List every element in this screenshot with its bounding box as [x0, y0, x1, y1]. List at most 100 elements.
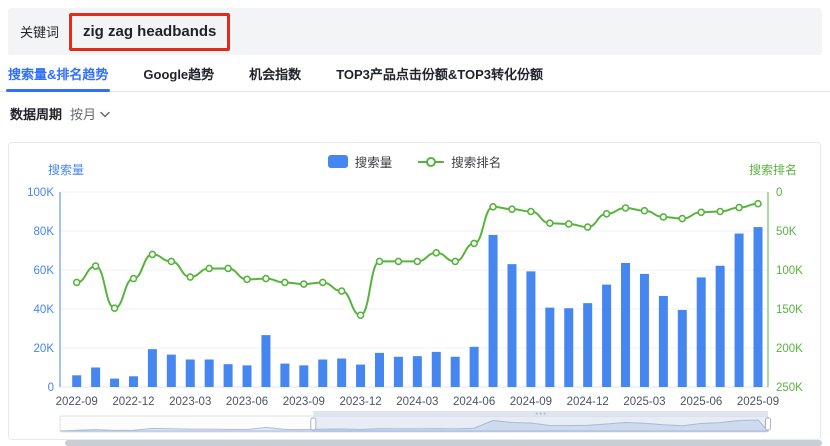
- bar-2023-05[interactable]: [223, 364, 233, 387]
- rank-point-2022-09[interactable]: [72, 278, 81, 287]
- bar-2022-09[interactable]: [72, 375, 82, 387]
- bar-legend-swatch: [327, 155, 348, 168]
- rank-point-2024-09[interactable]: [527, 207, 535, 216]
- rank-point-2023-07[interactable]: [262, 274, 270, 283]
- rank-point-2023-10[interactable]: [318, 278, 327, 287]
- tab-0[interactable]: 搜索量&排名趋势: [6, 60, 111, 92]
- svg-text:20K: 20K: [34, 343, 55, 355]
- bar-2024-02[interactable]: [393, 356, 403, 387]
- bar-2025-02[interactable]: [621, 262, 631, 387]
- bar-2024-12[interactable]: [583, 303, 593, 387]
- rank-point-2025-01[interactable]: [602, 210, 611, 218]
- bar-2025-01[interactable]: [602, 284, 612, 387]
- rank-point-2023-05[interactable]: [224, 264, 232, 273]
- rank-point-2024-01[interactable]: [375, 257, 384, 266]
- rank-point-2023-04[interactable]: [205, 264, 213, 273]
- rank-point-2022-11[interactable]: [110, 304, 119, 313]
- horizontal-scrollbar[interactable]: [65, 440, 822, 446]
- bar-2023-03[interactable]: [185, 359, 195, 387]
- legend-label: 搜索量: [354, 156, 393, 170]
- rank-point-2025-06[interactable]: [697, 208, 706, 217]
- data-period-select[interactable]: 按月: [70, 104, 110, 123]
- bar-2024-07[interactable]: [488, 234, 498, 387]
- bar-2024-04[interactable]: [431, 351, 441, 387]
- tab-3[interactable]: TOP3产品点击份额&TOP3转化份额: [336, 67, 544, 82]
- datazoom-right-handle[interactable]: [765, 417, 771, 431]
- bar-2024-08[interactable]: [507, 264, 517, 387]
- rank-point-2023-06[interactable]: [243, 275, 251, 284]
- rank-point-2023-01[interactable]: [148, 250, 157, 259]
- tab-2[interactable]: 机会指数: [249, 67, 302, 82]
- bar-2023-07[interactable]: [261, 335, 271, 387]
- svg-text:2024-06: 2024-06: [453, 396, 495, 408]
- bar-2025-08[interactable]: [734, 233, 744, 387]
- svg-text:2023-03: 2023-03: [169, 396, 211, 408]
- bar-2025-03[interactable]: [639, 273, 649, 387]
- bar-2024-10[interactable]: [545, 307, 555, 387]
- bar-2024-06[interactable]: [469, 346, 479, 387]
- rank-point-2022-10[interactable]: [91, 262, 100, 270]
- line-legend-marker: [418, 156, 445, 167]
- bar-2022-11[interactable]: [110, 378, 120, 387]
- bar-2023-06[interactable]: [242, 365, 252, 387]
- svg-text:100K: 100K: [776, 265, 803, 277]
- legend-item-line[interactable]: 搜索排名: [418, 152, 501, 171]
- rank-point-2023-12[interactable]: [356, 311, 365, 320]
- svg-text:0: 0: [48, 382, 54, 394]
- rank-point-2023-09[interactable]: [299, 280, 308, 288]
- bar-2022-10[interactable]: [91, 367, 101, 388]
- rank-point-2023-08[interactable]: [281, 278, 289, 287]
- tab-1[interactable]: Google趋势: [143, 67, 215, 82]
- rank-point-2024-11[interactable]: [564, 220, 573, 228]
- rank-point-2024-10[interactable]: [546, 219, 554, 227]
- rank-point-2025-08[interactable]: [735, 203, 743, 212]
- rank-point-2022-12[interactable]: [129, 274, 138, 283]
- bar-2023-12[interactable]: [356, 364, 366, 387]
- rank-point-2025-02[interactable]: [621, 204, 630, 212]
- bar-2024-03[interactable]: [412, 356, 422, 387]
- datazoom-selected-window[interactable]: [313, 411, 768, 432]
- bar-2023-01[interactable]: [147, 349, 157, 387]
- rank-point-2024-12[interactable]: [583, 223, 592, 231]
- rank-point-2023-02[interactable]: [167, 257, 176, 266]
- bar-2023-09[interactable]: [299, 365, 309, 387]
- bar-2023-02[interactable]: [166, 354, 176, 387]
- rank-point-2024-07[interactable]: [489, 203, 497, 211]
- bar-2023-10[interactable]: [318, 359, 328, 387]
- legend-item-bar[interactable]: 搜索量: [327, 152, 393, 171]
- bar-2023-08[interactable]: [280, 363, 290, 387]
- rank-point-2025-07[interactable]: [716, 207, 724, 216]
- rank-point-2024-06[interactable]: [470, 239, 478, 248]
- datazoom-left-handle[interactable]: [310, 417, 317, 431]
- search-rank-markers: [72, 199, 762, 320]
- svg-text:2023-06: 2023-06: [226, 396, 268, 408]
- data-period-label: 数据周期: [10, 107, 63, 122]
- bar-2025-05[interactable]: [677, 309, 687, 387]
- rank-point-2025-05[interactable]: [678, 214, 687, 223]
- keyword-input[interactable]: zig zag headbands: [69, 12, 231, 51]
- bar-2022-12[interactable]: [128, 376, 138, 387]
- rank-point-2023-03[interactable]: [186, 273, 195, 281]
- bar-2025-06[interactable]: [696, 277, 706, 387]
- rank-point-2023-11[interactable]: [337, 287, 346, 295]
- x-axis-labels: 2022-09 2022-12 2023-03 2023-06 2023-09 2023-…: [56, 396, 780, 408]
- rank-point-2025-04[interactable]: [659, 213, 668, 221]
- bar-2023-04[interactable]: [204, 359, 214, 387]
- bar-2024-05[interactable]: [450, 356, 460, 387]
- bar-2025-09[interactable]: [753, 227, 763, 387]
- bar-2023-11[interactable]: [337, 358, 347, 387]
- rank-point-2024-03[interactable]: [413, 257, 422, 266]
- datazoom-grip-dot: [539, 412, 542, 415]
- rank-point-2025-03[interactable]: [640, 206, 649, 215]
- rank-point-2025-09[interactable]: [754, 199, 762, 208]
- rank-point-2024-05[interactable]: [451, 257, 460, 266]
- bar-2025-04[interactable]: [658, 295, 668, 387]
- bar-2025-07[interactable]: [715, 265, 725, 387]
- bar-2024-01[interactable]: [375, 352, 384, 387]
- bar-2024-11[interactable]: [564, 308, 574, 387]
- rank-point-2024-02[interactable]: [394, 257, 403, 266]
- bar-2024-09[interactable]: [526, 271, 536, 387]
- rank-point-2024-04[interactable]: [432, 249, 441, 257]
- rank-point-2024-08[interactable]: [508, 205, 516, 213]
- datazoom-grip-dot: [543, 412, 546, 415]
